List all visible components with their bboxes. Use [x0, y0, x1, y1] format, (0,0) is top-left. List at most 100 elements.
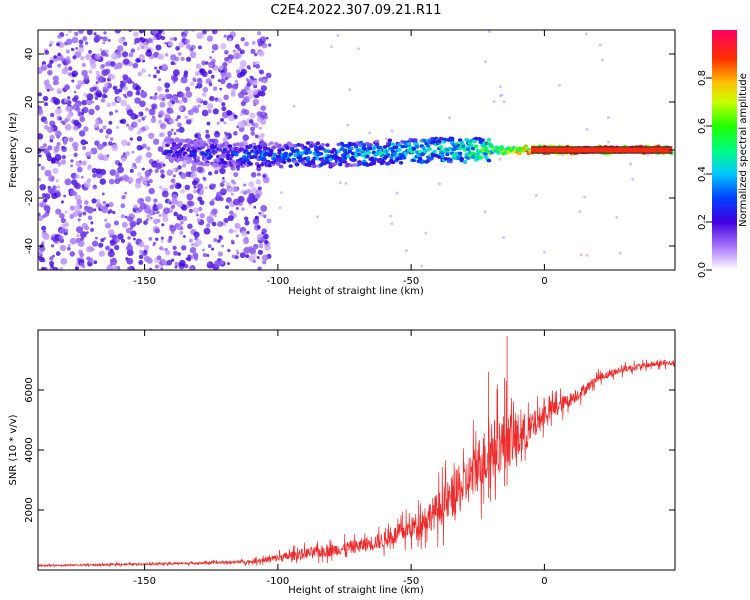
spectrogram-cell [130, 230, 137, 237]
spectrogram-cell [79, 252, 84, 258]
spectrogram-cell [245, 77, 249, 82]
spectrogram-cell [98, 250, 105, 257]
spectrogram-cell [141, 126, 146, 131]
spectrogram-cell [208, 171, 213, 176]
spectrogram-cell [266, 36, 269, 40]
spectrogram-cell [277, 151, 282, 155]
spectrogram-cell [213, 238, 218, 243]
spectrogram-cell [153, 74, 157, 79]
spectrogram-cell [66, 246, 71, 251]
spectrogram-cell [123, 41, 128, 46]
spectrogram-cell [193, 108, 200, 114]
spectrogram-cell [128, 52, 134, 58]
spectrogram-cell [219, 144, 225, 149]
spectrogram-cell [157, 119, 163, 124]
spectrogram-cell [113, 265, 119, 270]
spectrogram-cell [398, 160, 404, 165]
spectrogram-cell [173, 147, 178, 151]
spectrogram-cell [464, 137, 469, 142]
spectrogram-cell [67, 66, 73, 71]
spectrogram-cell [227, 215, 234, 222]
spectrogram-cell [352, 158, 357, 162]
spectrogram-cell [136, 135, 143, 142]
spectrogram-cell [214, 97, 219, 102]
spectrogram-cell [53, 55, 57, 59]
colorbar-gradient [712, 30, 737, 270]
spectrogram-cell [209, 185, 214, 190]
snr-series-line [38, 359, 675, 568]
spectrogram-cell [252, 79, 258, 86]
spectrogram-cell [126, 90, 133, 97]
spectrogram-cell [207, 103, 214, 110]
spectrogram-cell [58, 235, 64, 241]
spectrogram-cell [483, 60, 487, 64]
spectrogram-cell [218, 148, 223, 152]
spectrogram-cell [310, 161, 316, 165]
spectrogram-cell [231, 186, 238, 193]
spectrogram-cell [177, 252, 182, 256]
spectrogram-cell [120, 238, 126, 243]
spectrogram-x-tick-label: -150 [133, 276, 156, 287]
spectrogram-cell [148, 108, 156, 116]
spectrogram-cell [253, 205, 257, 209]
spectrogram-cell [227, 248, 231, 253]
spectrogram-cell [72, 55, 77, 60]
spectrogram-cell [211, 50, 215, 53]
spectrogram-cell [318, 152, 324, 156]
spectrogram-cell [152, 138, 160, 145]
spectrogram-cell [217, 239, 221, 243]
spectrogram-cell [169, 99, 173, 103]
spectrogram-cell [346, 123, 350, 127]
spectrogram-cell [197, 45, 202, 50]
spectrogram-cell [141, 143, 147, 149]
spectrogram-cell [397, 147, 402, 152]
spectrogram-cell [108, 120, 113, 125]
spectrogram-cell [235, 83, 239, 86]
spectrogram-cell [44, 50, 50, 55]
spectrogram-cell [52, 75, 59, 82]
spectrogram-cell [138, 30, 145, 34]
spectrogram-cell [181, 204, 188, 211]
spectrogram-cell [199, 213, 205, 219]
spectrogram-cell [350, 151, 356, 156]
spectrogram-cell [161, 31, 166, 35]
spectrogram-cell [74, 209, 80, 214]
spectrogram-cell [38, 133, 44, 140]
spectrogram-cell [76, 234, 80, 238]
spectrogram-cell [184, 156, 189, 161]
spectrogram-cell [164, 41, 167, 45]
spectrogram-y-tick-label: 0 [24, 147, 35, 153]
spectrogram-cell [129, 220, 137, 228]
spectrogram-cell [70, 159, 74, 163]
spectrogram-cell [63, 194, 67, 198]
spectrogram-cell [170, 158, 175, 162]
spectrogram-cell [118, 88, 123, 93]
spectrogram-cell [420, 264, 424, 268]
spectrogram-cell [222, 222, 227, 227]
spectrogram-cell [517, 151, 522, 156]
spectrogram-cell [147, 48, 151, 53]
spectrogram-cell [185, 90, 193, 98]
spectrogram-cell [259, 69, 265, 75]
spectrogram-cell [141, 68, 146, 74]
spectrogram-cell [246, 151, 252, 156]
spectrogram-cell [89, 150, 93, 155]
spectrogram-cell [208, 82, 213, 87]
spectrogram-cell [109, 111, 114, 116]
spectrogram-cell [196, 82, 203, 89]
spectrogram-cell [156, 255, 162, 261]
spectrogram-cell [71, 70, 78, 77]
spectrogram-cell [43, 124, 49, 130]
spectrogram-cell [242, 134, 250, 141]
spectrogram-cell [100, 36, 104, 40]
spectrogram-cell [185, 86, 191, 92]
spectrogram-cell [368, 131, 372, 135]
spectrogram-cell [152, 211, 156, 215]
spectrogram-cell [143, 41, 148, 46]
spectrogram-cell [63, 98, 68, 103]
spectrogram-cell [125, 227, 132, 234]
spectrogram-cell [187, 254, 192, 259]
spectrogram-cell [387, 138, 393, 143]
spectrogram-cell [157, 146, 164, 152]
spectrogram-cell [382, 145, 388, 149]
